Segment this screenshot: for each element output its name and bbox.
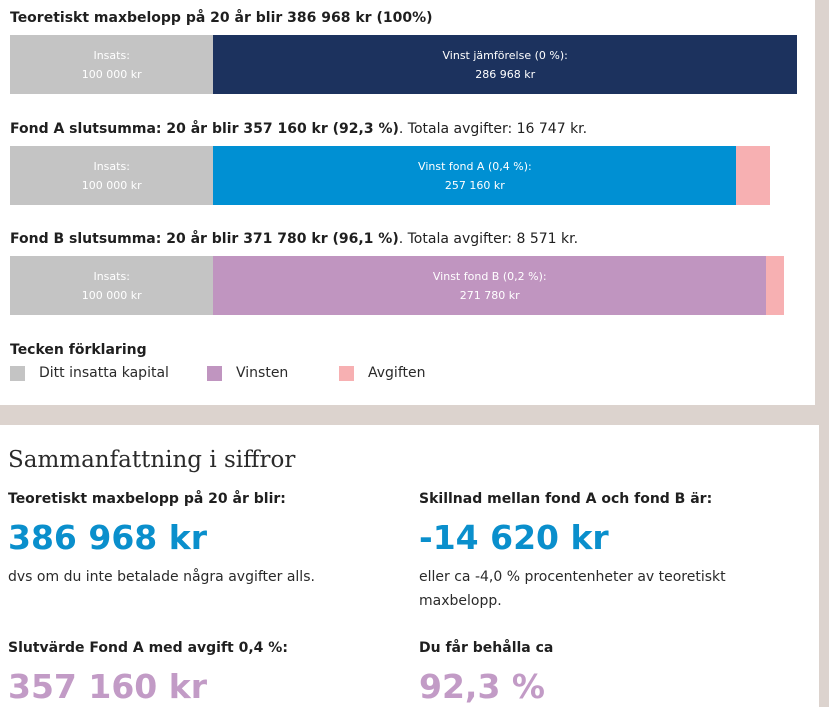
insats-label: Insats: xyxy=(93,269,130,283)
row-title-theoretical: Teoretiskt maxbelopp på 20 år blir 386 9… xyxy=(10,10,433,26)
bar-fund-a-insats: Insats: 100 000 kr xyxy=(10,146,214,205)
bar-theoretical-gain: Vinst jämförelse (0 %): 286 968 kr xyxy=(213,35,797,94)
row-title-fund-b: Fond B slutsumma: 20 år blir 371 780 kr … xyxy=(10,231,579,247)
legend-swatch xyxy=(339,365,354,381)
insats-label: Insats: xyxy=(93,48,130,62)
legend-swatch xyxy=(207,365,222,381)
summary-theoretical-value: 386 968 kr xyxy=(8,518,207,557)
bar-theoretical: Insats: 100 000 kr Vinst jämförelse (0 %… xyxy=(10,35,797,94)
summary-theoretical-note: dvs om du inte betalade några avgifter a… xyxy=(8,569,315,585)
summary-title: Sammanfattning i siffror xyxy=(8,447,296,473)
bar-fund-a-fee xyxy=(736,146,771,205)
summary-fund-a-label: Slutvärde Fond A med avgift 0,4 %: xyxy=(8,640,288,656)
insats-value: 100 000 kr xyxy=(81,288,142,302)
legend-item-gain: Vinsten xyxy=(207,365,288,381)
summary-keep-label: Du får behålla ca xyxy=(419,640,554,656)
comparison-panel: Teoretiskt maxbelopp på 20 år blir 386 9… xyxy=(0,0,815,405)
summary-fund-a-value: 357 160 kr xyxy=(8,667,207,706)
bar-fund-b-insats: Insats: 100 000 kr xyxy=(10,256,214,315)
summary-difference-value: -14 620 kr xyxy=(419,518,609,557)
bar-theoretical-insats: Insats: 100 000 kr xyxy=(10,35,214,94)
gain-value: 286 968 kr xyxy=(475,67,536,81)
gain-label: Vinst fond B (0,2 %): xyxy=(432,269,547,283)
bar-fund-a: Insats: 100 000 kr Vinst fond A (0,4 %):… xyxy=(10,146,771,205)
legend-label: Vinsten xyxy=(236,365,289,381)
gain-label: Vinst jämförelse (0 %): xyxy=(442,48,568,62)
legend-item-insats: Ditt insatta kapital xyxy=(10,365,169,381)
gain-label: Vinst fond A (0,4 %): xyxy=(418,159,532,173)
gain-value: 257 160 kr xyxy=(444,178,505,192)
gain-value: 271 780 kr xyxy=(459,288,520,302)
legend-item-fee: Avgiften xyxy=(339,365,425,381)
summary-keep-value: 92,3 % xyxy=(419,667,545,706)
legend-label: Ditt insatta kapital xyxy=(39,365,169,381)
bar-fund-a-gain: Vinst fond A (0,4 %): 257 160 kr xyxy=(213,146,737,205)
insats-label: Insats: xyxy=(93,159,130,173)
bar-fund-b: Insats: 100 000 kr Vinst fond B (0,2 %):… xyxy=(10,256,784,315)
bar-fund-b-gain: Vinst fond B (0,2 %): 271 780 kr xyxy=(213,256,767,315)
insats-value: 100 000 kr xyxy=(81,67,142,81)
summary-panel: Sammanfattning i siffror Teoretiskt maxb… xyxy=(0,425,819,707)
insats-value: 100 000 kr xyxy=(81,178,142,192)
summary-theoretical-label: Teoretiskt maxbelopp på 20 år blir: xyxy=(8,491,286,507)
row-title-fund-a: Fond A slutsumma: 20 år blir 357 160 kr … xyxy=(10,121,588,137)
summary-difference-note: eller ca -4,0 % procentenheter av teoret… xyxy=(419,569,726,609)
legend-swatch xyxy=(10,365,25,381)
legend-label: Avgiften xyxy=(368,365,426,381)
legend-title: Tecken förklaring xyxy=(10,342,147,358)
summary-difference-label: Skillnad mellan fond A och fond B är: xyxy=(419,491,713,507)
bar-fund-b-fee xyxy=(766,256,784,315)
